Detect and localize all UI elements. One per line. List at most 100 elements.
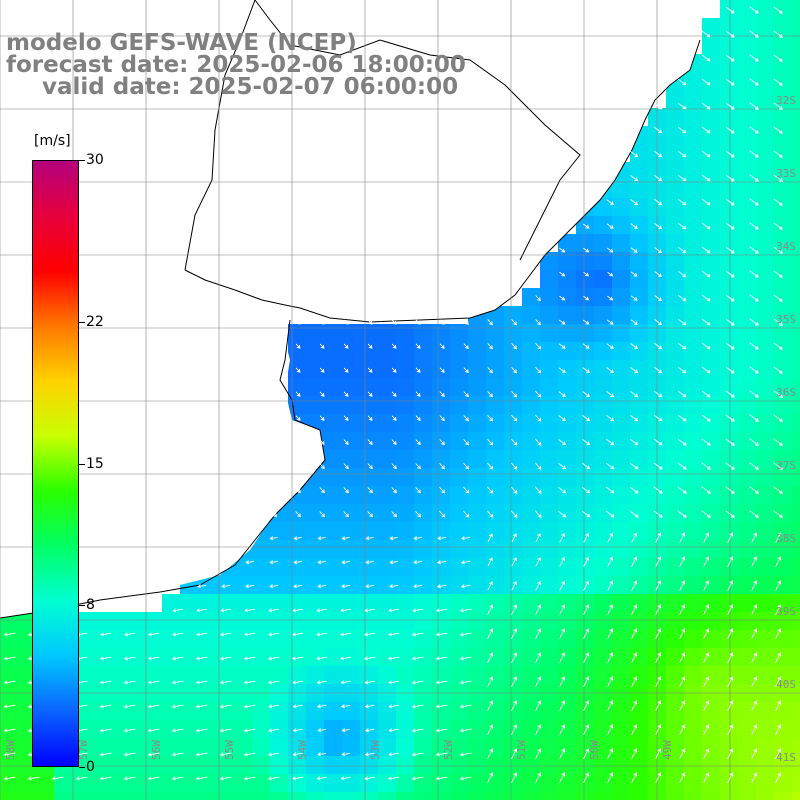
- wind-arrow: [725, 390, 735, 398]
- wind-arrow: [725, 126, 735, 134]
- wind-arrow: [3, 656, 16, 661]
- wind-speed-cell: [594, 522, 612, 540]
- wind-speed-cell: [468, 450, 486, 468]
- wind-arrow: [340, 656, 352, 661]
- wind-speed-cell: [360, 648, 378, 666]
- wind-arrow: [411, 752, 424, 757]
- wind-arrow: [487, 581, 493, 591]
- wind-arrow: [775, 532, 782, 544]
- wind-speed-cell: [792, 90, 800, 108]
- wind-speed-cell: [504, 342, 522, 360]
- wind-speed-cell: [234, 666, 252, 684]
- wind-arrow: [773, 102, 783, 110]
- wind-speed-cell: [612, 792, 630, 800]
- wind-speed-cell: [90, 612, 108, 630]
- wind-speed-cell: [414, 504, 432, 522]
- wind-arrow: [629, 510, 639, 518]
- wind-speed-cell: [450, 504, 468, 522]
- wind-arrow: [535, 652, 542, 664]
- wind-arrow: [415, 463, 421, 470]
- lon-label: 55W: [223, 740, 236, 760]
- wind-speed-cell: [612, 774, 630, 792]
- wind-speed-cell: [522, 432, 540, 450]
- wind-arrow: [677, 366, 687, 374]
- wind-arrow: [196, 608, 207, 613]
- wind-speed-cell: [486, 324, 504, 342]
- wind-speed-cell: [306, 324, 324, 342]
- wind-speed-cell: [504, 612, 522, 630]
- wind-speed-cell: [738, 702, 756, 720]
- wind-speed-cell: [666, 306, 684, 324]
- wind-speed-cell: [126, 630, 144, 648]
- wind-arrow: [654, 174, 663, 182]
- wind-speed-cell: [702, 36, 720, 54]
- wind-speed-cell: [738, 90, 756, 108]
- wind-speed-cell: [252, 540, 270, 558]
- wind-speed-cell: [288, 612, 306, 630]
- wind-arrow: [558, 463, 567, 470]
- wind-speed-cell: [684, 342, 702, 360]
- wind-arrow: [701, 414, 711, 422]
- wind-arrow: [412, 608, 424, 613]
- wind-arrow: [247, 511, 253, 518]
- wind-speed-cell: [774, 378, 792, 396]
- wind-speed-cell: [792, 792, 800, 800]
- wind-speed-cell: [468, 360, 486, 378]
- wind-arrow: [654, 126, 663, 134]
- wind-speed-cell: [522, 468, 540, 486]
- wind-speed-cell: [666, 108, 684, 126]
- wind-speed-cell: [738, 126, 756, 144]
- wind-speed-cell: [306, 396, 324, 414]
- wind-speed-cell: [702, 288, 720, 306]
- wind-arrow: [727, 628, 734, 640]
- wind-arrow: [701, 54, 711, 62]
- wind-speed-cell: [630, 720, 648, 738]
- wind-speed-cell: [702, 792, 720, 800]
- wind-speed-cell: [630, 252, 648, 270]
- lon-label: 50W: [588, 740, 601, 760]
- wind-speed-cell: [468, 324, 486, 342]
- wind-arrow: [388, 632, 400, 637]
- wind-arrow: [582, 415, 591, 422]
- wind-speed-cell: [612, 738, 630, 756]
- wind-speed-cell: [378, 702, 396, 720]
- wind-speed-cell: [432, 630, 450, 648]
- wind-arrow: [295, 511, 301, 518]
- wind-speed-cell: [324, 594, 342, 612]
- wind-arrow: [487, 772, 494, 784]
- wind-speed-cell: [774, 558, 792, 576]
- wind-speed-cell: [702, 630, 720, 648]
- wind-speed-cell: [342, 720, 360, 738]
- wind-speed-cell: [306, 702, 324, 720]
- wind-arrow: [534, 486, 542, 494]
- wind-speed-cell: [108, 702, 126, 720]
- wind-speed-cell: [504, 378, 522, 396]
- wind-arrow: [367, 439, 373, 446]
- wind-arrow: [773, 366, 783, 374]
- wind-speed-cell: [684, 486, 702, 504]
- wind-arrow: [751, 580, 758, 592]
- wind-speed-cell: [378, 720, 396, 738]
- wind-speed-cell: [504, 594, 522, 612]
- wind-arrow: [316, 632, 328, 637]
- wind-arrow: [123, 680, 136, 685]
- wind-speed-cell: [558, 612, 576, 630]
- wind-speed-cell: [72, 792, 90, 800]
- wind-speed-cell: [270, 792, 288, 800]
- wind-speed-cell: [684, 558, 702, 576]
- wind-arrow: [243, 728, 256, 733]
- wind-arrow: [607, 676, 614, 688]
- wind-speed-cell: [360, 792, 378, 800]
- wind-speed-cell: [738, 486, 756, 504]
- wind-speed-cell: [558, 324, 576, 342]
- wind-speed-cell: [450, 378, 468, 396]
- wind-speed-cell: [612, 450, 630, 468]
- wind-speed-cell: [774, 36, 792, 54]
- wind-arrow: [751, 532, 758, 544]
- wind-arrow: [701, 510, 712, 518]
- wind-arrow: [364, 752, 375, 757]
- wind-arrow: [459, 704, 472, 709]
- wind-speed-cell: [684, 288, 702, 306]
- wind-speed-cell: [540, 648, 558, 666]
- wind-speed-cell: [306, 486, 324, 504]
